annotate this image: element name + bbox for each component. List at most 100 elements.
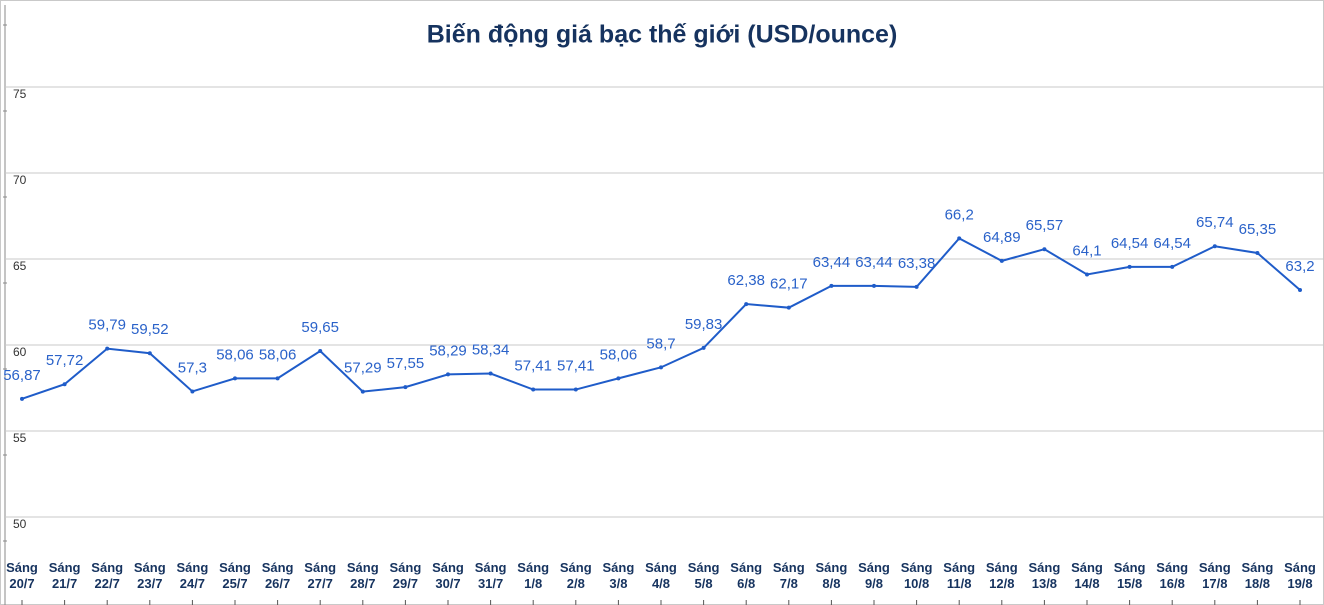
data-label: 59,52 bbox=[131, 321, 169, 338]
x-tick-label: Sáng 31/7 bbox=[475, 560, 507, 591]
data-point bbox=[829, 283, 834, 288]
x-tick-label: Sáng 18/8 bbox=[1242, 560, 1274, 591]
y-tick-label: 50 bbox=[13, 517, 27, 531]
data-point bbox=[360, 389, 365, 394]
x-tick-label: Sáng 21/7 bbox=[49, 560, 81, 591]
x-tick-label: Sáng 12/8 bbox=[986, 560, 1018, 591]
x-tick-label: Sáng 13/8 bbox=[1029, 560, 1061, 591]
data-label: 63,2 bbox=[1285, 258, 1314, 275]
data-label: 58,34 bbox=[472, 342, 510, 359]
data-point bbox=[957, 236, 962, 241]
x-tick-label: Sáng 11/8 bbox=[943, 560, 975, 591]
data-point bbox=[872, 283, 876, 288]
x-tick-label: Sáng 17/8 bbox=[1199, 560, 1231, 591]
data-label: 59,79 bbox=[88, 317, 126, 334]
data-point bbox=[318, 349, 323, 354]
data-point bbox=[275, 376, 280, 381]
data-point bbox=[573, 387, 578, 392]
data-point bbox=[147, 351, 152, 356]
data-point bbox=[1085, 272, 1089, 277]
data-label: 58,7 bbox=[646, 335, 675, 352]
data-label: 64,54 bbox=[1111, 235, 1149, 252]
data-point bbox=[20, 396, 24, 401]
y-tick-label: 55 bbox=[13, 431, 27, 445]
x-tick-label: Sáng 24/7 bbox=[177, 560, 209, 591]
x-tick-label: Sáng 10/8 bbox=[901, 560, 933, 591]
x-tick-label: Sáng 7/8 bbox=[773, 560, 805, 591]
data-label: 64,1 bbox=[1072, 242, 1101, 259]
data-label: 63,44 bbox=[813, 254, 851, 271]
data-point bbox=[914, 284, 919, 289]
data-label: 58,06 bbox=[216, 346, 254, 363]
data-label: 56,87 bbox=[3, 367, 41, 384]
data-label: 57,3 bbox=[178, 359, 207, 376]
data-point bbox=[1042, 247, 1047, 252]
data-label: 57,41 bbox=[514, 358, 552, 375]
data-label: 65,57 bbox=[1026, 217, 1064, 234]
x-tick-label: Sáng 14/8 bbox=[1071, 560, 1103, 591]
data-point bbox=[233, 376, 237, 381]
data-label: 57,55 bbox=[387, 355, 425, 372]
data-label: 65,74 bbox=[1196, 214, 1234, 231]
x-tick-label: Sáng 16/8 bbox=[1156, 560, 1188, 591]
x-tick-label: Sáng 25/7 bbox=[219, 560, 251, 591]
data-point bbox=[62, 382, 67, 387]
data-point bbox=[446, 372, 450, 377]
chart-title: Biến động giá bạc thế giới (USD/ounce) bbox=[427, 21, 898, 49]
y-tick-label: 75 bbox=[13, 87, 27, 101]
x-tick-label: Sáng 3/8 bbox=[603, 560, 635, 591]
y-tick-label: 70 bbox=[13, 173, 27, 187]
data-point bbox=[1298, 287, 1302, 292]
data-label: 63,38 bbox=[898, 255, 936, 272]
data-point bbox=[1127, 264, 1132, 269]
data-label: 58,06 bbox=[600, 346, 638, 363]
data-point bbox=[1212, 244, 1217, 249]
x-tick-label: Sáng 29/7 bbox=[390, 560, 422, 591]
x-tick-label: Sáng 26/7 bbox=[262, 560, 294, 591]
data-label: 62,38 bbox=[727, 272, 765, 289]
data-label: 64,89 bbox=[983, 229, 1021, 246]
data-label: 58,29 bbox=[429, 342, 467, 359]
x-tick-label: Sáng 4/8 bbox=[645, 560, 677, 591]
x-tick-label: Sáng 30/7 bbox=[432, 560, 464, 591]
x-tick-label: Sáng 22/7 bbox=[91, 560, 123, 591]
data-point bbox=[659, 365, 663, 370]
data-point bbox=[190, 389, 195, 394]
data-label: 63,44 bbox=[855, 254, 893, 271]
y-tick-label: 60 bbox=[13, 345, 27, 359]
data-point bbox=[999, 258, 1004, 263]
data-label: 66,2 bbox=[945, 206, 974, 223]
data-point bbox=[488, 371, 493, 376]
data-point bbox=[531, 387, 536, 392]
x-tick-label: Sáng 19/8 bbox=[1284, 560, 1316, 591]
x-tick-label: Sáng 5/8 bbox=[688, 560, 720, 591]
data-point bbox=[403, 385, 408, 390]
data-label: 58,06 bbox=[259, 346, 297, 363]
x-tick-label: Sáng 28/7 bbox=[347, 560, 379, 591]
data-label: 64,54 bbox=[1153, 235, 1191, 252]
data-point bbox=[1255, 250, 1260, 255]
data-label: 65,35 bbox=[1239, 221, 1277, 238]
data-point bbox=[744, 302, 749, 307]
data-point bbox=[1170, 264, 1175, 269]
data-label: 57,29 bbox=[344, 360, 382, 377]
x-tick-label: Sáng 9/8 bbox=[858, 560, 890, 591]
y-tick-label: 65 bbox=[13, 259, 27, 273]
data-label: 57,72 bbox=[46, 352, 84, 369]
data-label: 59,83 bbox=[685, 316, 723, 333]
x-tick-label: Sáng 20/7 bbox=[6, 560, 38, 591]
data-point bbox=[701, 345, 706, 350]
x-tick-label: Sáng 1/8 bbox=[517, 560, 549, 591]
data-label: 57,41 bbox=[557, 358, 595, 375]
x-tick-label: Sáng 6/8 bbox=[730, 560, 762, 591]
x-tick-label: Sáng 8/8 bbox=[816, 560, 848, 591]
x-tick-label: Sáng 27/7 bbox=[304, 560, 336, 591]
x-tick-label: Sáng 15/8 bbox=[1114, 560, 1146, 591]
data-label: 59,65 bbox=[301, 319, 339, 336]
data-point bbox=[786, 305, 791, 310]
x-tick-label: Sáng 2/8 bbox=[560, 560, 592, 591]
data-point bbox=[616, 376, 621, 381]
data-point bbox=[105, 346, 110, 351]
